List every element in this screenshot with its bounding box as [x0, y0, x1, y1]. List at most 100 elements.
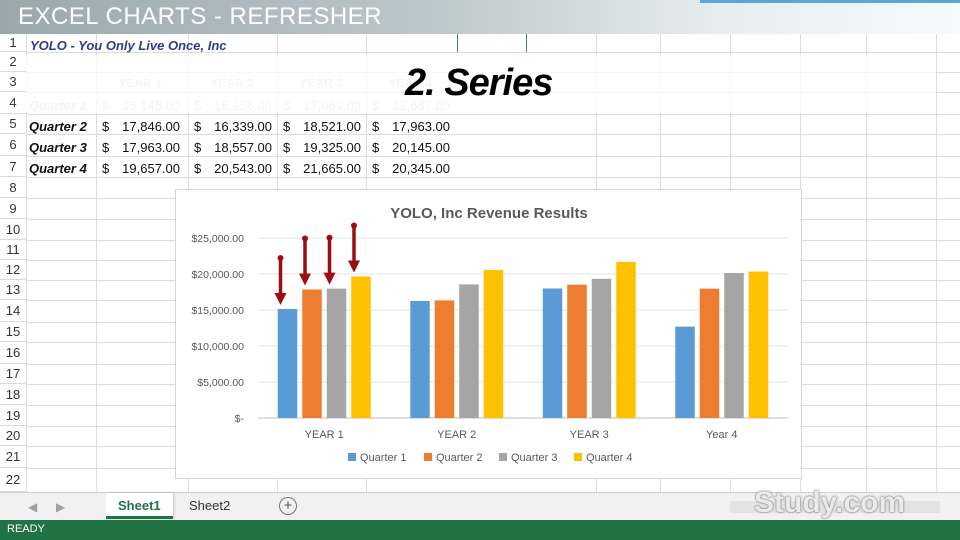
revenue-value-cell[interactable]: $20,543.00	[194, 161, 272, 176]
bar-quarter-3-1[interactable]	[459, 284, 479, 418]
bar-quarter-1-0[interactable]	[277, 308, 298, 418]
chart-svg: YOLO, Inc Revenue Results $- $5,000.00 $10,…	[191, 205, 788, 464]
revenue-value-cell[interactable]: $17,846.00	[102, 119, 180, 134]
amount-text: 17,846.00	[122, 119, 180, 134]
amount-text: 20,145.00	[392, 140, 450, 155]
column-gridline	[457, 34, 458, 52]
sheet-title-cell[interactable]: YOLO - You Only Live Once, Inc	[30, 38, 227, 53]
row-header[interactable]: 12	[0, 260, 26, 280]
tab-scroll-left-icon[interactable]: ◀	[28, 500, 38, 514]
column-gridline	[936, 34, 937, 492]
quarter-label-cell[interactable]: Quarter 3	[29, 140, 87, 155]
row-header[interactable]: 9	[0, 198, 26, 219]
amount-text: 21,665.00	[303, 161, 361, 176]
y-tick-label: $10,000.00	[191, 341, 244, 353]
quarter-label-cell[interactable]: Quarter 2	[29, 119, 87, 134]
row-header[interactable]: 3	[0, 72, 26, 92]
bar-quarter-4-3[interactable]	[748, 271, 769, 418]
row-gridline	[0, 52, 960, 53]
legend-label: Quarter 4	[586, 452, 632, 464]
y-tick-label: $25,000.00	[191, 233, 244, 245]
amount-text: 18,557.00	[214, 140, 272, 155]
row-header[interactable]: 17	[0, 364, 26, 384]
bar-quarter-3-3[interactable]	[724, 272, 744, 418]
row-header[interactable]: 2	[0, 52, 26, 72]
bar-quarter-1-1[interactable]	[410, 300, 430, 418]
revenue-value-cell[interactable]: $18,521.00	[283, 119, 361, 134]
row-header[interactable]: 16	[0, 342, 26, 364]
revenue-value-cell[interactable]: $17,963.00	[372, 119, 450, 134]
row-header[interactable]: 5	[0, 114, 26, 134]
bar-quarter-4-1[interactable]	[483, 270, 504, 418]
row-header[interactable]: 18	[0, 384, 26, 405]
row-header[interactable]: 20	[0, 426, 26, 446]
currency-symbol: $	[102, 161, 110, 176]
amount-text: 17,963.00	[392, 119, 450, 134]
revenue-value-cell[interactable]: $20,345.00	[372, 161, 450, 176]
bar-quarter-4-0[interactable]	[351, 276, 371, 418]
currency-symbol: $	[102, 140, 110, 155]
row-header[interactable]: 15	[0, 322, 26, 342]
y-tick-label: $20,000.00	[191, 269, 244, 281]
row-header[interactable]: 4	[0, 92, 26, 114]
row-header[interactable]: 6	[0, 134, 26, 156]
currency-symbol: $	[194, 161, 202, 176]
row-header[interactable]: 19	[0, 405, 26, 426]
amount-text: 19,657.00	[122, 161, 180, 176]
row-gridline	[0, 114, 960, 115]
slide-overlay-title: 2. Series	[405, 62, 553, 104]
annotation-arrow-head	[299, 273, 311, 286]
y-tick-label: $5,000.00	[197, 377, 244, 389]
quarter-label-cell[interactable]: Quarter 4	[29, 161, 87, 176]
bar-quarter-4-2[interactable]	[616, 262, 636, 418]
row-header[interactable]: 7	[0, 156, 26, 177]
annotation-arrow-head	[323, 272, 336, 285]
x-category-label: YEAR 1	[305, 429, 344, 441]
row-header[interactable]: 1	[0, 34, 26, 52]
row-header[interactable]: 22	[0, 468, 26, 492]
amount-text: 20,543.00	[214, 161, 272, 176]
legend-label: Quarter 1	[360, 452, 406, 464]
row-header[interactable]: 13	[0, 280, 26, 300]
tab-sheet2[interactable]: Sheet2	[189, 498, 231, 513]
row-header[interactable]: 10	[0, 219, 26, 240]
bar-quarter-2-1[interactable]	[434, 300, 455, 418]
bar-quarter-3-2[interactable]	[591, 278, 612, 418]
currency-symbol: $	[372, 161, 380, 176]
sheet-tab-bar: ◀ ▶ Sheet1 Sheet2 +	[0, 492, 960, 520]
legend-swatch	[424, 453, 432, 461]
amount-text: 19,325.00	[303, 140, 361, 155]
revenue-value-cell[interactable]: $21,665.00	[283, 161, 361, 176]
bar-quarter-2-2[interactable]	[567, 284, 587, 418]
row-gridline	[0, 156, 960, 157]
currency-symbol: $	[372, 119, 380, 134]
row-header[interactable]: 21	[0, 446, 26, 468]
tab-scroll-right-icon[interactable]: ▶	[56, 500, 66, 514]
row-header[interactable]: 8	[0, 177, 26, 198]
revenue-value-cell[interactable]: $19,325.00	[283, 140, 361, 155]
bar-quarter-2-0[interactable]	[302, 289, 322, 418]
bar-quarter-1-2[interactable]	[542, 288, 563, 418]
bar-quarter-2-3[interactable]	[699, 288, 720, 418]
row-header[interactable]: 11	[0, 240, 26, 260]
bar-quarter-1-3[interactable]	[675, 326, 695, 418]
row-header[interactable]: 14	[0, 300, 26, 322]
revenue-chart[interactable]: YOLO, Inc Revenue Results $- $5,000.00 $10,…	[175, 189, 802, 479]
status-text: READY	[7, 523, 45, 535]
revenue-value-cell[interactable]: $18,557.00	[194, 140, 272, 155]
revenue-value-cell[interactable]: $19,657.00	[102, 161, 180, 176]
amount-text: 18,521.00	[303, 119, 361, 134]
revenue-value-cell[interactable]: $20,145.00	[372, 140, 450, 155]
row-gridline	[0, 177, 960, 178]
horizontal-scrollbar[interactable]	[730, 501, 940, 513]
annotation-arrow-head	[348, 260, 360, 273]
add-sheet-button[interactable]: +	[279, 497, 297, 515]
revenue-value-cell[interactable]: $17,963.00	[102, 140, 180, 155]
tab-sheet1[interactable]: Sheet1	[106, 493, 173, 519]
status-bar: READY	[0, 520, 960, 540]
y-tick-label: $-	[235, 413, 245, 425]
bar-quarter-3-0[interactable]	[326, 288, 347, 418]
title-accent-line	[700, 0, 960, 3]
amount-text: 20,345.00	[392, 161, 450, 176]
revenue-value-cell[interactable]: $16,339.00	[194, 119, 272, 134]
